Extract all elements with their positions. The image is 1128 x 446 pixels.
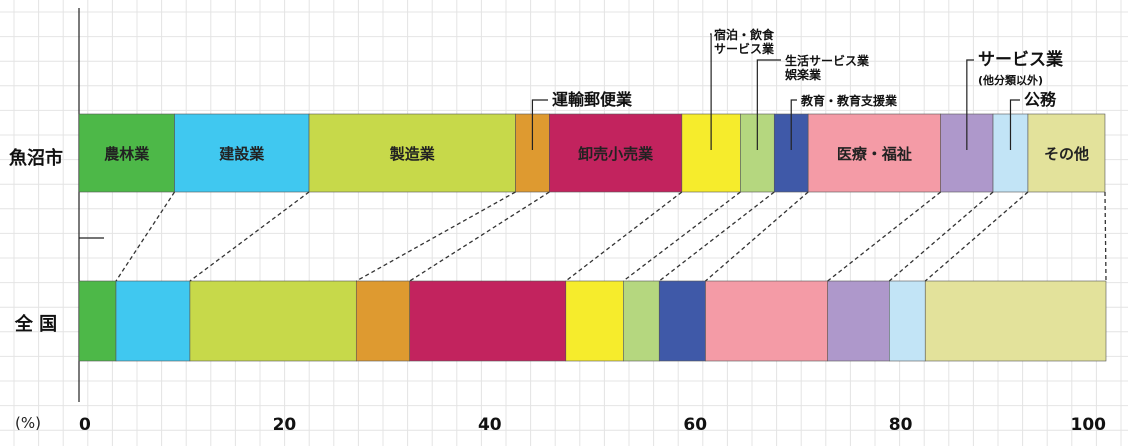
segment-label: その他 [1044,145,1089,163]
bar-segment [355,280,410,362]
bar-segment [409,280,567,362]
bar-segment [827,280,890,362]
bar-segment [115,280,191,362]
callout-label: 公務 [1024,90,1057,109]
segment-label: 建設業 [219,145,265,163]
callout-label: 娯楽業 [785,67,822,82]
connector-line [827,191,942,282]
segment-label: 医療・福祉 [837,145,912,163]
callout-label: (他分類以外) [978,73,1043,87]
bar-segment [174,113,310,193]
bar-segment [78,280,117,362]
callout-leader [1009,99,1020,150]
connector-lines [115,191,1107,282]
x-tick-label: 0 [79,415,91,435]
connector-line [189,191,310,282]
callout-leader [966,59,974,150]
x-tick-label: 100 [1071,415,1107,435]
callout-label: 生活サービス業 [785,53,870,68]
segment-labels: 農林業 建設業 製造業 卸売小売業 医療・福祉 その他 [104,145,1089,163]
row-label-national: 全 国 [14,313,57,335]
callout-label: サービス業 [978,49,1063,70]
bar-segment [565,280,624,362]
bar-segment [807,113,941,193]
callout-leader [790,99,797,150]
bar-segment [924,280,1107,362]
callout-label: 運輸郵便業 [552,90,633,109]
connector-line [658,191,775,282]
x-tick-label: 20 [273,415,297,435]
x-tick-label: 80 [889,415,913,435]
callout-leader [710,33,712,150]
bar-segment [1027,113,1106,193]
bar-segment [623,280,660,362]
callout-leader [756,59,781,150]
connector-line [622,191,741,282]
bar-segment [78,113,175,193]
callouts: 運輸郵便業宿泊・飲食サービス業生活サービス業娯楽業教育・教育支援業サービス業(他… [531,27,1063,150]
x-axis-ticks: 0 20 40 60 80 100 [79,415,1106,435]
callout-label: 教育・教育支援業 [800,93,898,108]
callout-leader [531,99,548,150]
bar-segment [549,113,683,193]
bars [78,113,1107,362]
bar-segment [705,280,828,362]
connector-line [565,191,683,282]
connector-line [1104,191,1107,282]
connector-line [888,191,994,282]
bar-segment [189,280,357,362]
connector-line [924,191,1029,282]
callout-label: サービス業 [714,41,775,56]
segment-label: 農林業 [104,145,150,163]
x-tick-label: 60 [683,415,707,435]
unit-label: (%) [15,414,41,432]
bar-segment [889,280,926,362]
connector-line [355,191,516,282]
x-tick-label: 40 [478,415,502,435]
row-label-uonuma: 魚沼市 [9,147,63,169]
connector-line [115,191,176,282]
segment-label: 卸売小売業 [578,145,654,163]
bar-segment [308,113,516,193]
connector-line [409,191,550,282]
callout-label: 宿泊・飲食 [714,27,775,42]
bar-segment [658,280,706,362]
connector-line [705,191,809,282]
segment-label: 製造業 [389,145,436,163]
